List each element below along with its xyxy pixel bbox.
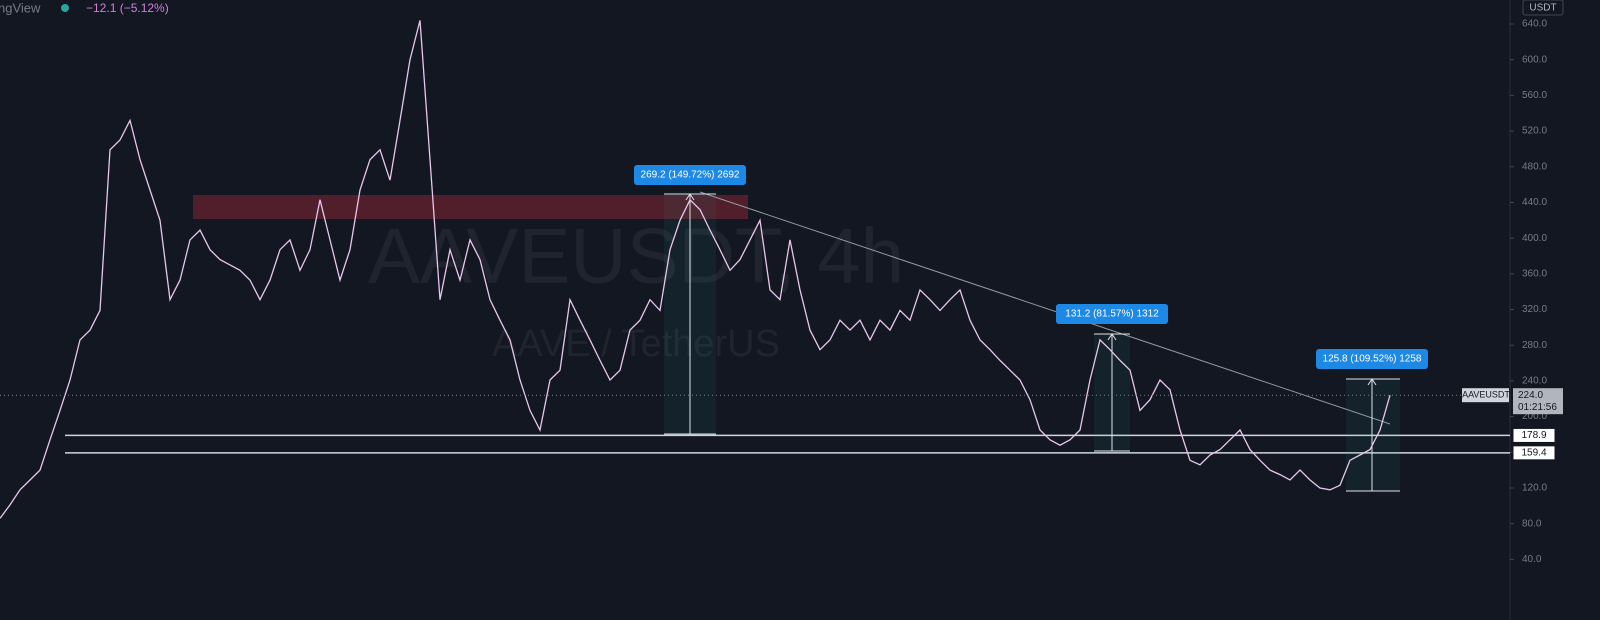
y-tick-label: 320.0	[1522, 304, 1547, 315]
brand: ngView	[0, 0, 41, 15]
y-tick-label: 240.0	[1522, 376, 1547, 387]
currency-box	[1522, 0, 1564, 16]
y-tick-label: 480.0	[1522, 161, 1547, 172]
last-price-box	[1513, 388, 1563, 415]
y-tick-label: 640.0	[1522, 19, 1547, 30]
measure-label-box	[634, 165, 746, 185]
symbol-label: AAVEUSDT	[1462, 390, 1510, 400]
y-tick-label: 560.0	[1522, 90, 1547, 101]
change: −12.1 (−5.12%)	[86, 1, 169, 15]
countdown: 01:21:56	[1518, 402, 1557, 413]
y-tick-label: 200.0	[1522, 411, 1547, 422]
symbol-box	[1462, 388, 1509, 403]
measure-arrowhead	[1107, 333, 1117, 341]
measure-label: 131.2 (81.57%) 1312	[1065, 309, 1159, 320]
measure-arrowhead	[685, 193, 695, 201]
trend-line	[699, 191, 1391, 425]
level-label-box	[1512, 427, 1556, 443]
measure-label-box	[1316, 349, 1428, 369]
measure-label: 125.8 (109.52%) 1258	[1323, 354, 1422, 365]
y-tick-label: 280.0	[1522, 340, 1547, 351]
level-label: 159.4	[1521, 447, 1546, 458]
y-tick-label: 520.0	[1522, 126, 1547, 137]
watermark: AAVEUSDT, 4h	[368, 212, 904, 300]
y-tick-label: 120.0	[1522, 483, 1547, 494]
watermark-sub: AAVE / TetherUS	[492, 323, 780, 365]
zone	[193, 195, 748, 219]
y-tick-label: 440.0	[1522, 197, 1547, 208]
currency: USDT	[1529, 3, 1556, 14]
y-tick-label: 80.0	[1522, 518, 1542, 529]
last-price-label: 224.0	[1518, 390, 1543, 401]
price-line	[0, 20, 1391, 519]
measure-area	[1346, 379, 1400, 491]
y-tick-label: 360.0	[1522, 268, 1547, 279]
measure-label: 269.2 (149.72%) 2692	[641, 170, 740, 181]
level-label: 178.9	[1521, 430, 1546, 441]
level-label-box	[1512, 445, 1556, 461]
measure-arrowhead	[1367, 378, 1377, 386]
status-dot	[61, 4, 69, 12]
y-tick-label: 40.0	[1522, 554, 1542, 565]
y-tick-label: 600.0	[1522, 54, 1547, 65]
measure-label-box	[1056, 304, 1168, 324]
y-tick-label: 400.0	[1522, 233, 1547, 244]
